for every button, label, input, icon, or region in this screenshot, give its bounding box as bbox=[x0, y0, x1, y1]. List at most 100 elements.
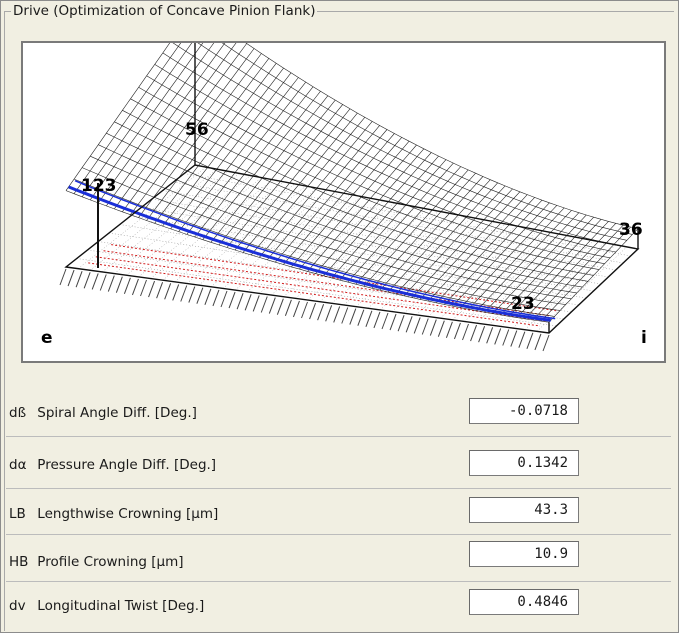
contact-pattern-red bbox=[88, 244, 557, 327]
param-row-pressure-angle: dα Pressure Angle Diff. [Deg.] bbox=[9, 457, 216, 473]
hatch-stroke bbox=[99, 274, 107, 291]
mesh-line bbox=[548, 228, 639, 323]
mesh-line bbox=[500, 216, 594, 316]
param-symbol: HB bbox=[9, 554, 29, 570]
base-grid-line bbox=[151, 198, 609, 278]
mesh-line bbox=[226, 104, 343, 248]
base-grid-line bbox=[87, 249, 564, 320]
mesh-line bbox=[347, 162, 454, 283]
param-label: Longitudinal Twist [Deg.] bbox=[37, 598, 205, 614]
mesh-line bbox=[73, 43, 182, 194]
mesh-line bbox=[428, 194, 528, 302]
mesh-line bbox=[218, 99, 336, 246]
mesh-line bbox=[444, 199, 543, 305]
mesh-line bbox=[138, 53, 262, 218]
base-grid-line bbox=[108, 232, 579, 306]
hatch-stroke bbox=[309, 302, 317, 320]
base-grid-line bbox=[162, 181, 284, 281]
blue-contact-line bbox=[74, 180, 556, 320]
profile-crowning-field[interactable]: 10.9 bbox=[469, 541, 579, 567]
hatch-stroke bbox=[268, 297, 276, 314]
mesh-line bbox=[122, 43, 247, 212]
hatch-stroke bbox=[115, 276, 123, 293]
value-label-23: 23 bbox=[511, 294, 535, 314]
mesh-line bbox=[114, 43, 237, 210]
param-symbol: dß bbox=[9, 405, 27, 421]
hatch-stroke bbox=[172, 284, 180, 301]
hatch-stroke bbox=[357, 309, 365, 326]
mesh-line bbox=[331, 155, 439, 279]
row-divider bbox=[6, 581, 671, 582]
mesh-line bbox=[242, 112, 358, 253]
mesh-line bbox=[210, 95, 329, 243]
base-hatching bbox=[59, 268, 550, 352]
hatch-stroke bbox=[333, 306, 341, 323]
lengthwise-crowning-field[interactable]: 43.3 bbox=[469, 497, 579, 523]
mesh-line bbox=[299, 141, 410, 270]
mesh-line bbox=[106, 43, 226, 207]
hatch-stroke bbox=[236, 293, 244, 310]
spiral-angle-field[interactable]: -0.0718 bbox=[469, 398, 579, 424]
param-symbol: LB bbox=[9, 506, 26, 522]
base-grid-line bbox=[138, 177, 262, 278]
mesh-line bbox=[234, 108, 351, 251]
corner-label-e: e bbox=[41, 328, 53, 348]
hatch-stroke bbox=[429, 319, 437, 336]
mesh-line bbox=[355, 166, 462, 285]
mesh-line bbox=[307, 144, 417, 272]
base-grid-line bbox=[367, 217, 473, 309]
plot-frame-lines bbox=[64, 43, 640, 334]
hatch-stroke bbox=[220, 290, 228, 308]
mesh-line bbox=[411, 188, 513, 298]
mesh-line bbox=[452, 202, 550, 307]
mesh-line bbox=[323, 152, 432, 276]
hatch-stroke bbox=[148, 280, 156, 298]
mesh-line bbox=[245, 43, 639, 229]
hatch-stroke bbox=[301, 301, 308, 319]
param-row-longitudinal-twist: dv Longitudinal Twist [Deg.] bbox=[9, 598, 204, 614]
flank-surface-mesh bbox=[65, 43, 639, 323]
mesh-line bbox=[186, 81, 307, 235]
mesh-line bbox=[162, 67, 284, 227]
mesh-line bbox=[476, 210, 572, 311]
hatch-stroke bbox=[405, 316, 413, 333]
base-grid-line bbox=[259, 198, 373, 294]
base-grid-line bbox=[355, 215, 461, 307]
hatch-stroke bbox=[413, 317, 421, 334]
param-row-spiral-angle: dß Spiral Angle Diff. [Deg.] bbox=[9, 405, 197, 421]
drive-groupbox bbox=[4, 11, 674, 631]
longitudinal-twist-field[interactable]: 0.4846 bbox=[469, 589, 579, 615]
hatch-stroke bbox=[365, 310, 373, 327]
param-row-lengthwise-crowning: LB Lengthwise Crowning [µm] bbox=[9, 506, 218, 522]
base-grid-line bbox=[114, 173, 240, 274]
hatch-stroke bbox=[228, 291, 236, 309]
hatch-stroke bbox=[75, 271, 83, 288]
mesh-line bbox=[170, 72, 292, 230]
mesh-line bbox=[540, 226, 631, 322]
mesh-line bbox=[283, 133, 395, 265]
mesh-line bbox=[516, 221, 609, 318]
mesh-line bbox=[395, 182, 498, 295]
topography-3d-plot: 123 56 36 23 e i bbox=[41, 43, 647, 352]
hatch-stroke bbox=[486, 327, 494, 344]
mesh-line bbox=[403, 185, 506, 297]
base-grid-line bbox=[119, 224, 587, 299]
hatch-stroke bbox=[180, 285, 188, 302]
mesh-line bbox=[194, 86, 314, 238]
base-grid-line bbox=[222, 192, 340, 289]
param-label: Profile Crowning [µm] bbox=[37, 554, 184, 570]
row-divider bbox=[6, 534, 671, 535]
contact-pattern-line bbox=[111, 244, 557, 312]
param-label: Lengthwise Crowning [µm] bbox=[37, 506, 219, 522]
base-grid-line bbox=[379, 219, 484, 311]
mesh-line bbox=[65, 43, 171, 191]
hatch-stroke bbox=[276, 298, 284, 315]
hatch-stroke bbox=[107, 275, 115, 292]
mesh-line bbox=[146, 75, 605, 264]
hatch-stroke bbox=[91, 273, 99, 290]
base-grid bbox=[65, 164, 639, 334]
base-grid-line bbox=[512, 242, 605, 329]
hatch-stroke bbox=[397, 315, 405, 332]
pressure-angle-field[interactable]: 0.1342 bbox=[469, 450, 579, 476]
